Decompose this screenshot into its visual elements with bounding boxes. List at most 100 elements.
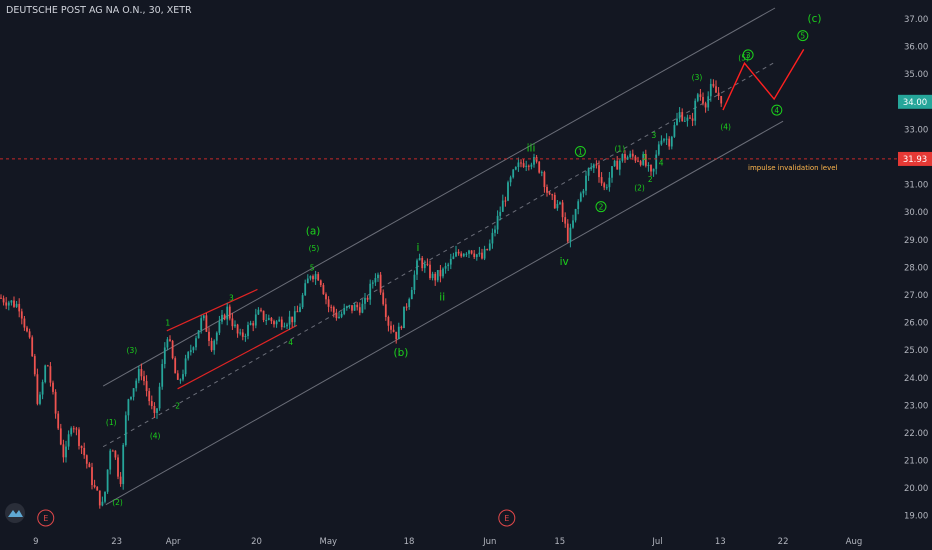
- candle: [275, 320, 278, 328]
- candle-body: [15, 303, 18, 307]
- candle-body: [215, 332, 218, 341]
- candle: [460, 251, 463, 258]
- candle-body: [423, 263, 426, 269]
- wave-circle: [574, 145, 586, 157]
- candle: [189, 344, 192, 356]
- candle-body: [304, 283, 307, 296]
- wave-projection: [722, 49, 805, 111]
- candle-body: [585, 175, 587, 191]
- candle: [577, 199, 580, 215]
- candle-body: [249, 323, 252, 325]
- candle: [221, 309, 223, 325]
- candle-body: [114, 450, 117, 458]
- candle-body: [78, 429, 80, 446]
- candle: [127, 398, 130, 421]
- candle: [288, 310, 291, 330]
- candle: [44, 364, 47, 384]
- candle-body: [595, 164, 598, 166]
- candle: [470, 250, 473, 255]
- candle-body: [413, 274, 416, 290]
- last-price-badge-bg: [898, 94, 932, 109]
- candle-body: [683, 120, 686, 122]
- candle: [356, 302, 359, 311]
- candle-body: [260, 309, 262, 311]
- candle: [551, 193, 554, 201]
- candle: [104, 491, 106, 504]
- candle-body: [93, 485, 96, 488]
- symbol-title: DEUTSCHE POST AG NA O.N., 30, XETR: [6, 5, 192, 16]
- candle-body: [5, 302, 8, 306]
- candle-body: [603, 183, 606, 188]
- candle: [650, 164, 652, 176]
- earnings-event-marker[interactable]: E: [37, 509, 55, 527]
- wave-text: 2: [648, 175, 653, 184]
- candle-body: [280, 319, 283, 328]
- candle-body: [566, 223, 569, 242]
- candle: [418, 253, 421, 261]
- candle: [639, 159, 642, 167]
- candle-body: [720, 95, 723, 104]
- candle: [364, 293, 366, 310]
- candle-body: [418, 257, 421, 261]
- candle-body: [184, 358, 187, 375]
- candle-body: [319, 280, 322, 286]
- candle: [10, 300, 13, 306]
- candle-body: [234, 324, 236, 327]
- candle: [41, 379, 44, 400]
- candle: [7, 300, 10, 311]
- candle-body: [239, 332, 242, 334]
- channel-line-2[interactable]: [102, 7, 776, 387]
- candle-body: [231, 318, 234, 327]
- tradingview-logo[interactable]: [5, 503, 25, 523]
- candle-body: [273, 321, 275, 325]
- candle: [611, 165, 613, 183]
- candle-body: [317, 274, 320, 281]
- candle: [54, 389, 57, 419]
- candle: [49, 362, 52, 387]
- candle-body: [150, 401, 153, 406]
- candle-body: [512, 169, 515, 178]
- candle: [192, 346, 195, 354]
- candle: [91, 462, 93, 490]
- candle-body: [278, 319, 281, 322]
- candle-body: [361, 303, 364, 313]
- candle-body: [686, 117, 689, 121]
- candle-body: [267, 317, 270, 321]
- event-letter: E: [43, 514, 48, 523]
- candle-body: [392, 329, 395, 332]
- y-tick-label: 24.00: [904, 374, 928, 384]
- candle: [197, 330, 200, 339]
- candle: [31, 335, 34, 358]
- candle: [265, 314, 268, 325]
- candle: [187, 350, 190, 361]
- wave-text: 1: [643, 153, 648, 162]
- candle-body: [358, 307, 361, 313]
- candle: [150, 395, 153, 410]
- candle: [709, 78, 712, 102]
- projection-path[interactable]: [722, 49, 805, 111]
- candle: [210, 337, 213, 352]
- candle-body: [189, 350, 192, 353]
- candle-body: [384, 304, 387, 318]
- candle: [158, 382, 161, 411]
- candle: [527, 164, 530, 171]
- channel-line-1[interactable]: [105, 120, 784, 506]
- candle-body: [364, 297, 366, 304]
- earnings-event-marker[interactable]: E: [498, 509, 516, 527]
- channel-line-3[interactable]: [102, 62, 774, 448]
- wedge-line-2[interactable]: [177, 324, 298, 390]
- candle: [530, 162, 533, 170]
- wave-label: (5): [738, 54, 749, 63]
- candle-body: [452, 256, 455, 259]
- candle: [33, 353, 36, 377]
- candle: [538, 161, 541, 174]
- wave-text: 3: [652, 131, 657, 140]
- candle-body: [483, 249, 486, 259]
- candle-body: [624, 153, 626, 160]
- candle-body: [83, 447, 86, 456]
- candle: [457, 249, 460, 256]
- wedge-line-1[interactable]: [166, 288, 258, 332]
- wave-text: 4: [288, 338, 293, 347]
- candle: [28, 328, 31, 339]
